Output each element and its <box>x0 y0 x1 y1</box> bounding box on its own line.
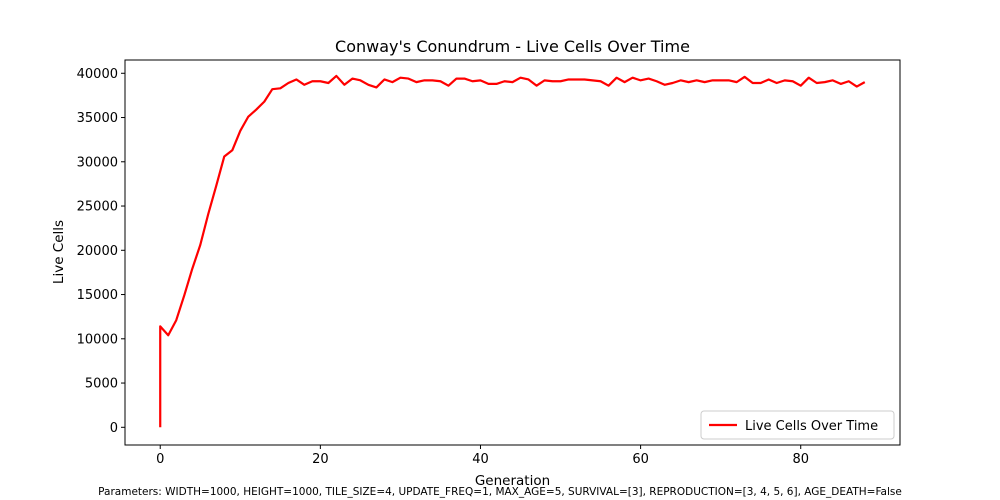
y-tick-label: 25000 <box>77 200 118 215</box>
series-line-0 <box>159 74 866 428</box>
x-tick-label: 40 <box>472 452 489 467</box>
y-tick-label: 5000 <box>85 377 118 392</box>
x-tick-label: 60 <box>632 452 649 467</box>
y-tick-label: 20000 <box>77 244 118 259</box>
x-tick-label: 80 <box>792 452 809 467</box>
chart-title: Conway's Conundrum - Live Cells Over Tim… <box>335 37 690 56</box>
x-tick-label: 20 <box>312 452 329 467</box>
y-axis-label: Live Cells <box>51 220 67 284</box>
y-tick-label: 10000 <box>77 332 118 347</box>
x-axis-label: Generation <box>475 473 550 489</box>
plot-area: 0 20 40 60 80 0 5000 10000 15000 20000 25000 30000 3… <box>77 59 901 467</box>
y-tick-label: 15000 <box>77 288 118 303</box>
legend-box <box>700 410 895 440</box>
y-tick-label: 40000 <box>77 67 118 82</box>
y-tick-label: 30000 <box>77 155 118 170</box>
y-tick-label: 0 <box>110 421 118 436</box>
parameters-caption: Parameters: WIDTH=1000, HEIGHT=1000, TIL… <box>98 486 902 498</box>
y-tick-label: 35000 <box>77 111 118 126</box>
x-tick-label: 0 <box>156 452 164 467</box>
axes-frame <box>124 59 901 446</box>
legend-label: Live Cells Over Time <box>745 419 878 434</box>
